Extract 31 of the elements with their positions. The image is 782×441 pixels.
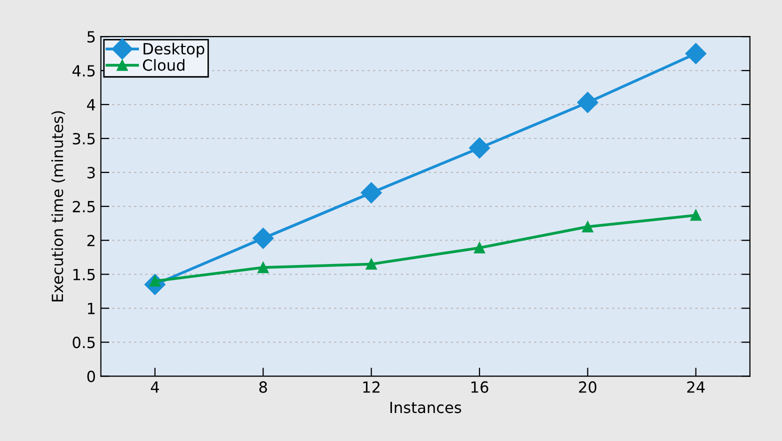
- point: [468, 137, 490, 158]
- y-tick-label: 0: [87, 370, 95, 382]
- legend-label: Cloud: [142, 59, 184, 71]
- y-tick-label: 1.5: [73, 268, 95, 280]
- x-tick-label: 20: [579, 381, 596, 393]
- y-tick-label: 4.5: [72, 65, 95, 77]
- x-axis-title: Instances: [390, 402, 462, 414]
- point: [474, 242, 486, 254]
- x-tick-label: 24: [687, 381, 705, 393]
- x-tick-label: 4: [150, 382, 159, 393]
- y-tick-label: 2.5: [72, 200, 95, 212]
- y-axis-title: Execution time (minutes): [51, 111, 65, 302]
- point: [258, 262, 269, 274]
- point: [685, 43, 706, 64]
- x-tick-label: 8: [259, 381, 267, 393]
- y-tick-label: 3: [87, 166, 95, 178]
- x-tick-label: 16: [471, 381, 488, 393]
- point: [366, 258, 377, 270]
- point: [360, 182, 382, 204]
- point: [252, 228, 274, 249]
- y-tick-label: 0.5: [72, 336, 95, 348]
- point: [582, 221, 594, 232]
- y-tick-label: 4: [87, 99, 96, 110]
- point: [690, 210, 702, 221]
- y-tick-label: 2: [87, 234, 94, 246]
- x-tick-label: 12: [363, 381, 380, 393]
- y-tick-label: 1: [88, 302, 95, 314]
- y-tick-label: 5: [87, 31, 95, 43]
- point: [577, 92, 598, 113]
- y-tick-label: 3.5: [72, 132, 95, 144]
- legend-label: Desktop: [144, 42, 204, 58]
